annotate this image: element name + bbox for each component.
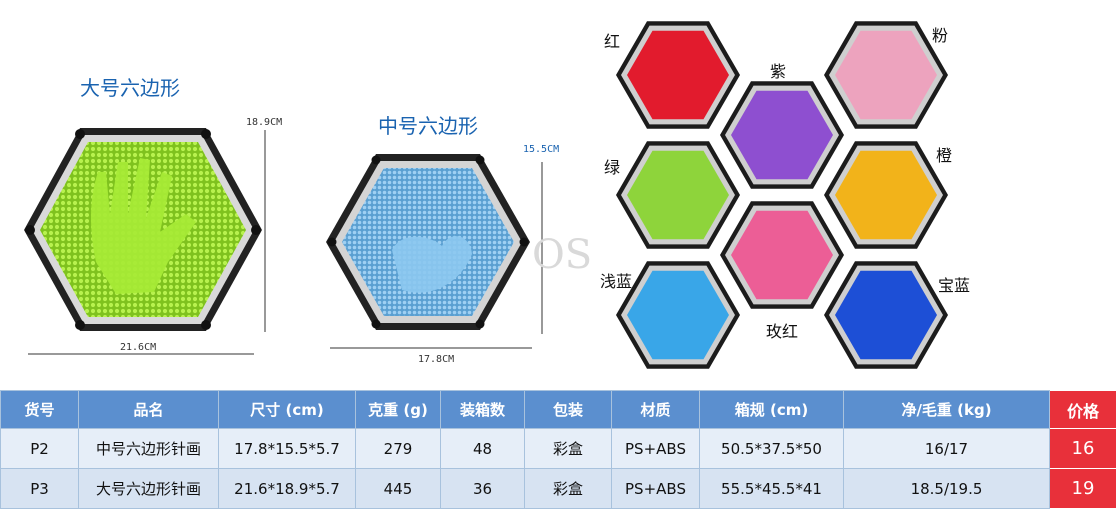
hexagon-rose	[720, 201, 844, 308]
hexagon-purple	[720, 81, 844, 188]
cell-product-name: 大号六边形针画	[79, 469, 219, 509]
hexagon-green	[616, 141, 740, 248]
hexagon-royal-blue	[824, 261, 948, 368]
color-label-rose: 玫红	[766, 318, 798, 342]
hexagon-light-blue	[616, 261, 740, 368]
table-row: P3 大号六边形针画 21.6*18.9*5.7 445 36 彩盒 PS+AB…	[1, 469, 1116, 509]
cell-weight: 279	[356, 429, 441, 469]
header-price: 价格	[1050, 391, 1116, 429]
cell-product-name: 中号六边形针画	[79, 429, 219, 469]
hexagon-red	[616, 21, 740, 128]
cell-packaging: 彩盒	[525, 429, 612, 469]
cell-material: PS+ABS	[612, 429, 700, 469]
hexagon-orange	[824, 141, 948, 248]
watermark: OS	[532, 232, 592, 278]
header-item-no: 货号	[1, 391, 79, 429]
color-label-green: 绿	[604, 154, 620, 178]
product-spec-table: 货号 品名 尺寸 (cm) 克重 (g) 装箱数 包装 材质 箱规 (cm) 净…	[0, 390, 1116, 509]
medium-dimension-lines	[0, 0, 560, 370]
color-label-light-blue: 浅蓝	[600, 268, 632, 292]
header-weight: 克重 (g)	[356, 391, 441, 429]
medium-height-label: 15.5CM	[523, 144, 559, 155]
header-packaging: 包装	[525, 391, 612, 429]
cell-weight: 445	[356, 469, 441, 509]
table-row: P2 中号六边形针画 17.8*15.5*5.7 279 48 彩盒 PS+AB…	[1, 429, 1116, 469]
cell-material: PS+ABS	[612, 469, 700, 509]
cell-carton-size: 50.5*37.5*50	[700, 429, 844, 469]
hexagon-pink	[824, 21, 948, 128]
cell-net-gross-weight: 18.5/19.5	[844, 469, 1050, 509]
cell-size: 21.6*18.9*5.7	[219, 469, 356, 509]
header-carton-qty: 装箱数	[441, 391, 525, 429]
cell-item-no: P3	[1, 469, 79, 509]
table-header-row: 货号 品名 尺寸 (cm) 克重 (g) 装箱数 包装 材质 箱规 (cm) 净…	[1, 391, 1116, 429]
cell-net-gross-weight: 16/17	[844, 429, 1050, 469]
product-photo: 大号六边形 18.9CM 21.6CM 中号六边形	[0, 0, 1116, 390]
header-product-name: 品名	[79, 391, 219, 429]
header-net-gross-weight: 净/毛重 (kg)	[844, 391, 1050, 429]
header-carton-size: 箱规 (cm)	[700, 391, 844, 429]
color-label-pink: 粉	[932, 22, 948, 46]
color-label-red: 红	[604, 28, 620, 52]
color-label-purple: 紫	[770, 58, 786, 82]
cell-price: 19	[1050, 469, 1116, 509]
medium-width-label: 17.8CM	[418, 354, 454, 365]
cell-carton-size: 55.5*45.5*41	[700, 469, 844, 509]
header-size: 尺寸 (cm)	[219, 391, 356, 429]
cell-price: 16	[1050, 429, 1116, 469]
header-material: 材质	[612, 391, 700, 429]
color-label-orange: 橙	[936, 142, 952, 166]
cell-item-no: P2	[1, 429, 79, 469]
cell-carton-qty: 36	[441, 469, 525, 509]
cell-carton-qty: 48	[441, 429, 525, 469]
cell-packaging: 彩盒	[525, 469, 612, 509]
color-label-royal-blue: 宝蓝	[938, 272, 970, 296]
cell-size: 17.8*15.5*5.7	[219, 429, 356, 469]
